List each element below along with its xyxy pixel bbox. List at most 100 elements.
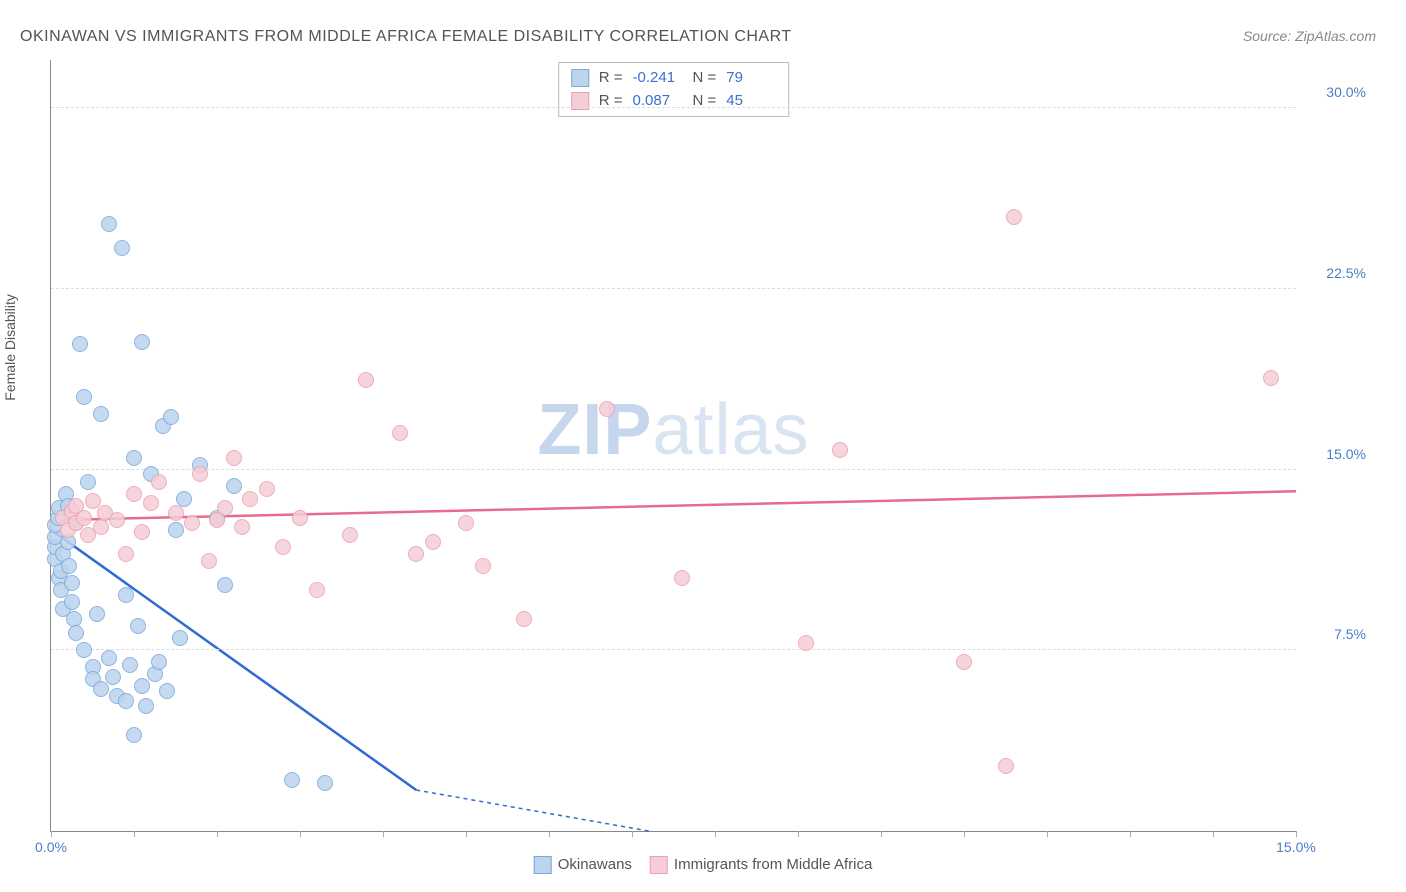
- stats-r-value: -0.241: [633, 67, 683, 90]
- stats-row: R = 0.087 N = 45: [571, 90, 777, 113]
- data-point: [292, 510, 308, 526]
- x-tick: [881, 831, 882, 837]
- data-point: [122, 657, 138, 673]
- data-point: [68, 625, 84, 641]
- data-point: [956, 654, 972, 670]
- legend-swatch: [534, 856, 552, 874]
- x-tick: [798, 831, 799, 837]
- x-tick: [300, 831, 301, 837]
- y-tick-label: 30.0%: [1326, 84, 1366, 100]
- data-point: [118, 587, 134, 603]
- stats-row: R =-0.241N =79: [571, 67, 777, 90]
- data-point: [89, 606, 105, 622]
- data-point: [143, 495, 159, 511]
- data-point: [259, 481, 275, 497]
- data-point: [516, 611, 532, 627]
- data-point: [64, 594, 80, 610]
- data-point: [1006, 209, 1022, 225]
- data-point: [342, 527, 358, 543]
- stats-r-value: 0.087: [633, 90, 683, 113]
- y-tick-label: 7.5%: [1334, 626, 1366, 642]
- y-axis-label: Female Disability: [2, 294, 18, 401]
- stats-n-label: N =: [693, 90, 717, 113]
- gridline: [51, 107, 1296, 108]
- x-tick: [134, 831, 135, 837]
- legend-label: Immigrants from Middle Africa: [674, 856, 872, 873]
- chart-title: OKINAWAN VS IMMIGRANTS FROM MIDDLE AFRIC…: [20, 28, 792, 46]
- x-tick: [632, 831, 633, 837]
- data-point: [126, 486, 142, 502]
- legend-label: Okinawans: [558, 856, 632, 873]
- source-attribution: Source: ZipAtlas.com: [1243, 28, 1376, 44]
- data-point: [101, 216, 117, 232]
- data-point: [134, 334, 150, 350]
- stats-n-value: 45: [726, 90, 776, 113]
- data-point: [309, 582, 325, 598]
- data-point: [93, 681, 109, 697]
- x-tick: [1296, 831, 1297, 837]
- data-point: [163, 409, 179, 425]
- data-point: [159, 683, 175, 699]
- x-tick: [964, 831, 965, 837]
- plot-area: ZIPatlas R =-0.241N =79R =0.087N =45 7.5…: [50, 60, 1296, 832]
- data-point: [168, 522, 184, 538]
- data-point: [126, 450, 142, 466]
- gridline: [51, 649, 1296, 650]
- data-point: [118, 693, 134, 709]
- data-point: [93, 406, 109, 422]
- watermark-atlas: atlas: [652, 390, 809, 470]
- x-tick: [715, 831, 716, 837]
- data-point: [109, 512, 125, 528]
- data-point: [138, 698, 154, 714]
- stats-r-label: R =: [599, 90, 623, 113]
- data-point: [126, 727, 142, 743]
- data-point: [76, 389, 92, 405]
- x-tick: [1047, 831, 1048, 837]
- legend-item: Okinawans: [534, 856, 632, 874]
- stats-swatch: [571, 69, 589, 87]
- trend-line-extrapolated: [416, 790, 648, 831]
- x-tick-label: 15.0%: [1276, 839, 1316, 855]
- stats-box: R = -0.241 N = 79R = 0.087 N = 45: [558, 62, 790, 117]
- stats-r-label: R =: [599, 67, 623, 90]
- data-point: [408, 546, 424, 562]
- watermark: ZIPatlas: [537, 389, 809, 471]
- x-tick: [51, 831, 52, 837]
- data-point: [242, 491, 258, 507]
- data-point: [184, 515, 200, 531]
- bottom-legend: Okinawans Immigrants from Middle Africa: [534, 856, 873, 874]
- stats-n-value: 79: [726, 67, 776, 90]
- data-point: [226, 450, 242, 466]
- gridline: [51, 288, 1296, 289]
- data-point: [80, 474, 96, 490]
- legend-item: Immigrants from Middle Africa: [650, 856, 872, 874]
- chart-container: OKINAWAN VS IMMIGRANTS FROM MIDDLE AFRIC…: [0, 0, 1406, 892]
- data-point: [118, 546, 134, 562]
- data-point: [458, 515, 474, 531]
- data-point: [76, 510, 92, 526]
- data-point: [832, 442, 848, 458]
- data-point: [475, 558, 491, 574]
- watermark-zip: ZIP: [537, 390, 652, 470]
- data-point: [134, 678, 150, 694]
- data-point: [998, 758, 1014, 774]
- x-tick-label: 0.0%: [35, 839, 67, 855]
- data-point: [284, 772, 300, 788]
- x-tick: [549, 831, 550, 837]
- data-point: [358, 372, 374, 388]
- x-tick: [383, 831, 384, 837]
- data-point: [168, 505, 184, 521]
- data-point: [114, 240, 130, 256]
- data-point: [275, 539, 291, 555]
- data-point: [674, 570, 690, 586]
- data-point: [1263, 370, 1279, 386]
- data-point: [226, 478, 242, 494]
- data-point: [101, 650, 117, 666]
- data-point: [234, 519, 250, 535]
- legend-swatch: [650, 856, 668, 874]
- y-tick-label: 22.5%: [1326, 265, 1366, 281]
- data-point: [599, 401, 615, 417]
- data-point: [192, 466, 208, 482]
- y-tick-label: 15.0%: [1326, 446, 1366, 462]
- x-tick: [1213, 831, 1214, 837]
